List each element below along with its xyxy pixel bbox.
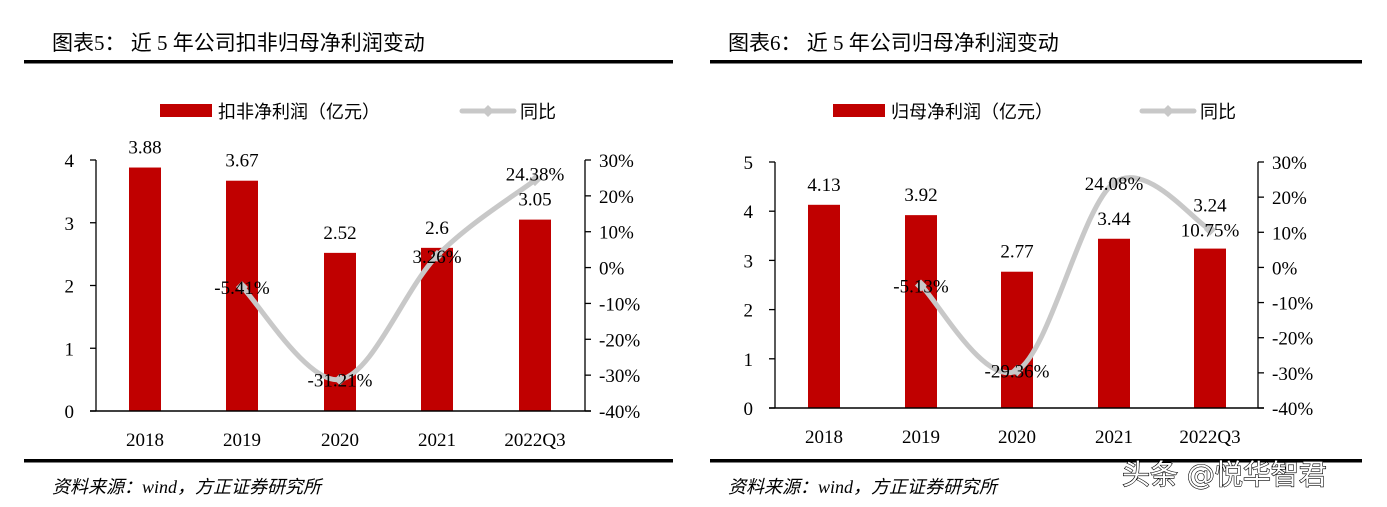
- bar-2019: [905, 215, 937, 408]
- bar-value-label: 3.92: [904, 185, 937, 206]
- left-tick-label: 2: [65, 277, 75, 298]
- bar-2018: [808, 204, 840, 408]
- left-tick-label: 2: [744, 301, 754, 322]
- source-rule: [24, 459, 673, 463]
- legend-bar-label: 扣非净利润（亿元）: [218, 102, 380, 122]
- bar-value-label: 3.24: [1193, 196, 1227, 217]
- yoy-value-label: 24.08%: [1085, 174, 1144, 195]
- legend-line-label: 同比: [520, 102, 556, 122]
- x-tick-label: 2018: [126, 430, 164, 451]
- bar-value-label: 4.13: [807, 175, 840, 196]
- chart-title: 图表5： 近 5 年公司扣非归母净利润变动: [52, 31, 425, 55]
- right-tick-label: 30%: [1272, 153, 1307, 174]
- legend-bar-swatch: [833, 104, 885, 117]
- source-note: 资料来源：wind，方正证券研究所: [52, 477, 324, 497]
- left-tick-label: 0: [65, 402, 75, 423]
- right-tick-label: 20%: [1272, 188, 1307, 209]
- bar-2021: [421, 247, 453, 411]
- x-tick-label: 2019: [902, 427, 940, 448]
- right-tick-label: -20%: [599, 330, 640, 351]
- legend-diamond-icon: [1162, 105, 1174, 117]
- right-tick-label: -10%: [1272, 294, 1313, 315]
- yoy-point-2019: [236, 280, 248, 293]
- yoy-value-label: -31.21%: [308, 370, 373, 391]
- watermark: 头条 @悦华智君: [1122, 458, 1327, 491]
- bar-value-label: 3.67: [225, 151, 258, 172]
- left-tick-label: 1: [744, 350, 754, 371]
- x-tick-label: 2020: [998, 427, 1036, 448]
- x-tick-label: 2022Q3: [1179, 427, 1240, 448]
- legend-diamond-icon: [482, 105, 494, 117]
- left-tick-label: 0: [744, 399, 754, 420]
- right-tick-label: -30%: [1272, 364, 1313, 385]
- right-tick-label: -20%: [1272, 329, 1313, 350]
- right-tick-label: 30%: [599, 151, 634, 172]
- left-tick-label: 4: [744, 202, 754, 223]
- right-tick-label: 10%: [599, 223, 634, 244]
- right-tick-label: 0%: [1272, 258, 1298, 279]
- x-tick-label: 2021: [418, 430, 456, 451]
- yoy-point-2021: [431, 249, 443, 262]
- right-tick-label: 10%: [1272, 223, 1307, 244]
- left-tick-label: 4: [65, 151, 75, 172]
- legend-bar-swatch: [160, 104, 212, 117]
- yoy-line: [239, 177, 538, 382]
- bar-2021: [1098, 238, 1130, 408]
- right-tick-label: -30%: [599, 366, 640, 387]
- legend-bar-label: 归母净利润（亿元）: [891, 102, 1053, 122]
- yoy-point-2021: [1108, 176, 1120, 189]
- bar-value-label: 2.52: [323, 223, 356, 244]
- title-rule: [24, 60, 673, 64]
- yoy-point-2022Q3: [1204, 223, 1216, 236]
- bar-value-label: 2.6: [425, 218, 449, 239]
- yoy-value-label: -29.36%: [985, 362, 1050, 383]
- left-tick-label: 3: [65, 214, 75, 235]
- x-tick-label: 2018: [805, 427, 843, 448]
- bar-2018: [129, 167, 161, 411]
- x-tick-label: 2022Q3: [504, 430, 565, 451]
- chart-title: 图表6： 近 5 年公司归母净利润变动: [728, 31, 1059, 55]
- source-rule: [710, 459, 1362, 463]
- yoy-line: [918, 175, 1213, 376]
- legend-line-label: 同比: [1200, 102, 1236, 122]
- x-tick-label: 2020: [321, 430, 359, 451]
- yoy-point-2020: [1011, 364, 1023, 377]
- yoy-value-label: -5.13%: [893, 276, 949, 297]
- yoy-value-label: 3.26%: [412, 247, 461, 268]
- bar-2022Q3: [1194, 248, 1226, 408]
- left-tick-label: 3: [744, 251, 754, 272]
- bar-2022Q3: [519, 219, 551, 411]
- title-rule: [710, 60, 1362, 64]
- right-tick-label: 20%: [599, 187, 634, 208]
- x-tick-label: 2019: [223, 430, 261, 451]
- bar-value-label: 2.77: [1000, 242, 1033, 263]
- right-tick-label: -40%: [599, 402, 640, 423]
- yoy-point-2022Q3: [529, 174, 541, 187]
- right-tick-label: -40%: [1272, 399, 1313, 420]
- left-tick-label: 5: [744, 153, 754, 174]
- bar-value-label: 3.44: [1097, 209, 1131, 230]
- yoy-point-2019: [915, 279, 927, 292]
- yoy-value-label: -5.41%: [214, 278, 270, 299]
- x-tick-label: 2021: [1095, 427, 1133, 448]
- bar-value-label: 3.05: [518, 190, 551, 211]
- right-tick-label: 0%: [599, 259, 625, 280]
- right-tick-label: -10%: [599, 294, 640, 315]
- left-tick-label: 1: [65, 339, 75, 360]
- yoy-point-2020: [334, 373, 346, 386]
- yoy-value-label: 24.38%: [506, 165, 565, 186]
- yoy-value-label: 10.75%: [1181, 221, 1240, 242]
- bar-2020: [1001, 271, 1033, 408]
- source-note: 资料来源：wind，方正证券研究所: [728, 477, 1000, 497]
- bar-value-label: 3.88: [128, 138, 161, 159]
